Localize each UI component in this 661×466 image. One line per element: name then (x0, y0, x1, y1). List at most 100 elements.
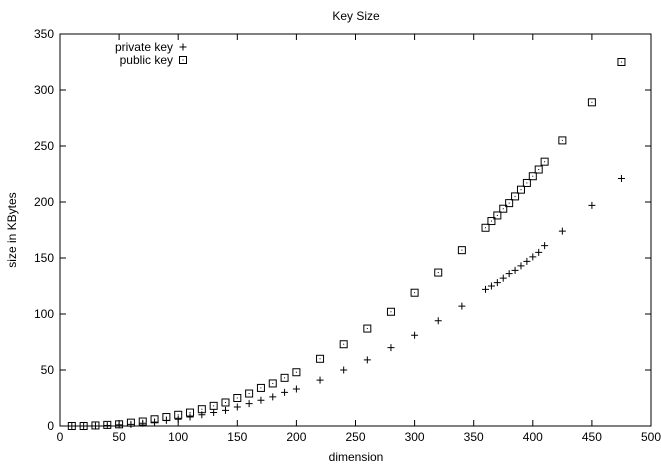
data-point-plus (115, 421, 123, 429)
data-point-plus (493, 279, 501, 287)
data-point-square (91, 421, 100, 430)
x-tick-label: 350 (464, 430, 484, 444)
x-tick-label: 100 (168, 430, 188, 444)
data-point-square (138, 417, 147, 426)
data-point-square (511, 192, 520, 201)
x-tick-label: 500 (641, 430, 661, 444)
data-point-square (528, 172, 537, 181)
legend-marker-plus (179, 43, 187, 51)
x-tick-label: 450 (582, 430, 602, 444)
data-point-square (522, 178, 531, 187)
data-point-square (587, 98, 596, 107)
data-point-square (280, 373, 289, 382)
data-point-square (174, 410, 183, 419)
x-tick-label: 150 (227, 430, 247, 444)
data-point-plus (529, 253, 537, 261)
series-layer (67, 58, 626, 430)
data-point-plus (505, 270, 513, 278)
data-point-plus (541, 242, 549, 250)
data-point-plus (174, 415, 182, 423)
x-tick-label: 250 (345, 430, 365, 444)
data-point-plus (499, 274, 507, 282)
data-point-plus (245, 400, 253, 408)
data-point-square (268, 379, 277, 388)
data-point-plus (281, 388, 289, 396)
y-tick-label: 50 (41, 363, 55, 377)
data-point-plus (558, 227, 566, 235)
series-1 (68, 174, 625, 430)
data-point-square (150, 415, 159, 424)
data-point-plus (269, 393, 277, 401)
data-point-square (499, 204, 508, 213)
data-point-plus (434, 317, 442, 325)
y-tick-label: 250 (34, 139, 54, 153)
x-tick-label: 400 (523, 430, 543, 444)
data-point-plus (103, 421, 111, 429)
data-point-plus (588, 201, 596, 209)
data-point-plus (487, 282, 495, 290)
data-point-square (339, 340, 348, 349)
data-point-square (79, 422, 88, 430)
data-point-square (434, 268, 443, 277)
x-tick-label: 0 (57, 430, 64, 444)
chart-title: Key Size (332, 9, 380, 23)
data-point-square (316, 354, 325, 363)
y-axis: 0 50 100 150 200 250 300 350 (34, 27, 651, 433)
y-axis-title: size in KBytes (5, 192, 19, 267)
data-point-plus (221, 406, 229, 414)
data-point-square (617, 58, 626, 66)
y-tick-label: 200 (34, 195, 54, 209)
data-point-square (103, 420, 112, 429)
data-point-square (558, 136, 567, 145)
legend-label: private key (115, 40, 173, 54)
data-point-square (67, 422, 76, 430)
data-point-plus (363, 356, 371, 364)
data-point-square (292, 368, 301, 377)
y-tick-label: 150 (34, 251, 54, 265)
series-2 (67, 58, 626, 430)
data-point-plus (91, 422, 99, 430)
data-point-plus (316, 376, 324, 384)
data-point-plus (458, 302, 466, 310)
data-point-square (115, 420, 124, 429)
data-point-plus (535, 248, 543, 256)
data-point-square (162, 413, 171, 422)
data-point-plus (387, 344, 395, 352)
data-point-square (256, 383, 265, 392)
data-point-plus (292, 385, 300, 393)
data-point-square (487, 217, 496, 226)
data-point-square (505, 199, 514, 208)
x-tick-label: 50 (112, 430, 126, 444)
legend-label: public key (120, 53, 173, 67)
data-point-square (540, 157, 549, 166)
data-point-plus (411, 331, 419, 339)
x-tick-label: 300 (405, 430, 425, 444)
x-axis: 0 50 100 150 200 250 300 350 400 450 500 (57, 34, 661, 444)
y-tick-label: 100 (34, 307, 54, 321)
data-point-square (197, 405, 206, 414)
data-point-square (363, 324, 372, 333)
x-tick-label: 200 (286, 430, 306, 444)
data-point-plus (617, 174, 625, 182)
data-point-plus (340, 366, 348, 374)
data-point-square (516, 185, 525, 194)
data-point-plus (210, 409, 218, 417)
data-point-plus (127, 420, 135, 428)
y-tick-label: 300 (34, 83, 54, 97)
data-point-square (493, 211, 502, 220)
data-point-plus (482, 285, 490, 293)
data-point-square (410, 288, 419, 297)
data-point-plus (523, 257, 531, 265)
data-point-plus (186, 413, 194, 421)
y-tick-label: 0 (47, 419, 54, 433)
data-point-plus (233, 403, 241, 411)
data-point-plus (517, 262, 525, 270)
y-tick-label: 350 (34, 27, 54, 41)
data-point-square (245, 389, 254, 398)
data-point-square (209, 401, 218, 410)
data-point-square (221, 398, 230, 407)
data-point-square (457, 246, 466, 255)
data-point-plus (139, 419, 147, 427)
